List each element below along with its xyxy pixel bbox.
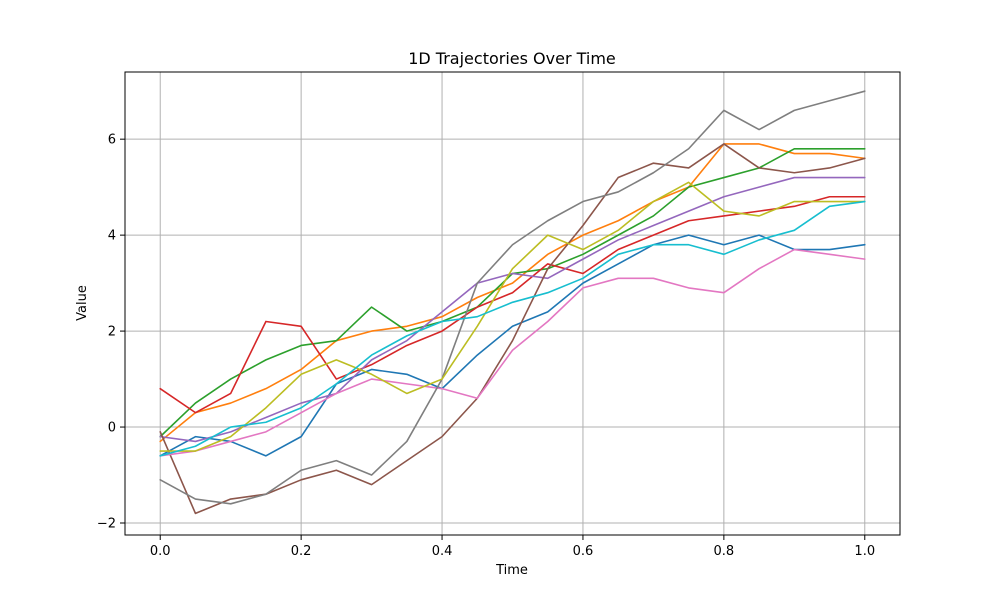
series-line-1 xyxy=(159,234,866,457)
series-lines xyxy=(159,90,866,515)
x-tick-label: 1.0 xyxy=(854,544,875,559)
series-line-8 xyxy=(159,90,866,505)
series-line-7 xyxy=(159,248,866,457)
x-tick-label: 0.6 xyxy=(573,544,594,559)
y-axis-label: Value xyxy=(75,285,90,321)
x-tick-label: 0.8 xyxy=(714,544,735,559)
x-tick-label: 0.4 xyxy=(432,544,453,559)
grid-lines xyxy=(125,72,900,535)
x-tick-label: 0.0 xyxy=(150,544,171,559)
plot-frame xyxy=(124,71,901,536)
y-tick-label: 4 xyxy=(108,229,116,244)
series-line-10 xyxy=(159,200,866,457)
chart-title: 1D Trajectories Over Time xyxy=(408,49,616,68)
y-tick-label: 2 xyxy=(108,325,116,340)
x-axis-ticks: 0.0 0.2 0.4 0.6 0.8 1.0 xyxy=(150,535,875,559)
y-tick-label: −2 xyxy=(97,517,116,532)
series-line-2 xyxy=(159,143,866,443)
series-line-6 xyxy=(159,143,866,515)
y-axis-ticks: −2 0 2 4 6 xyxy=(97,133,125,532)
series-line-4 xyxy=(159,195,866,414)
series-line-5 xyxy=(159,176,866,443)
x-tick-label: 0.2 xyxy=(291,544,312,559)
y-tick-label: 0 xyxy=(108,421,116,436)
y-tick-label: 6 xyxy=(108,133,116,148)
series-line-9 xyxy=(159,181,866,452)
x-axis-label: Time xyxy=(495,563,528,578)
